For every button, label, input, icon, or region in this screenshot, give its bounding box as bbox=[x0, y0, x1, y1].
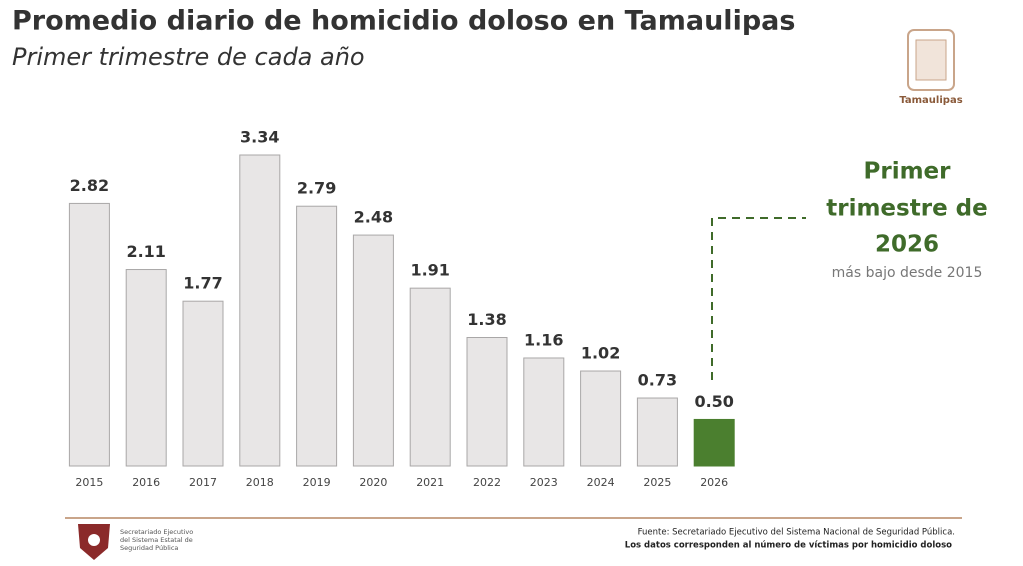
footer-note: Los datos corresponden al número de víct… bbox=[625, 541, 952, 551]
annotation-note: más bajo desde 2015 bbox=[832, 265, 983, 281]
x-tick-label: 2021 bbox=[416, 476, 444, 489]
x-tick-label: 2024 bbox=[587, 476, 615, 489]
chart-subtitle: Primer trimestre de cada año bbox=[12, 43, 365, 71]
logo-label: Tamaulipas bbox=[899, 95, 962, 106]
value-label: 1.91 bbox=[410, 261, 449, 280]
bar bbox=[409, 287, 451, 467]
annotation-connector bbox=[711, 217, 806, 380]
bar bbox=[636, 397, 678, 467]
bar bbox=[693, 418, 735, 467]
x-tick-label: 2022 bbox=[473, 476, 501, 489]
annotation-line: 2026 bbox=[875, 232, 939, 258]
value-label: 2.48 bbox=[354, 208, 393, 227]
footer-org: Secretariado Ejecutivo bbox=[120, 528, 193, 536]
org-emblem bbox=[88, 534, 100, 546]
annotation-line: Primer bbox=[864, 159, 952, 185]
value-label: 1.38 bbox=[467, 310, 506, 329]
x-tick-label: 2018 bbox=[246, 476, 274, 489]
org-logo bbox=[78, 524, 110, 560]
logo-inner bbox=[915, 39, 947, 81]
bar bbox=[466, 337, 508, 467]
x-tick-label: 2017 bbox=[189, 476, 217, 489]
bar bbox=[580, 370, 622, 467]
x-tick-label: 2025 bbox=[643, 476, 671, 489]
bar bbox=[523, 357, 565, 467]
x-tick-label: 2026 bbox=[700, 476, 728, 489]
value-label: 1.77 bbox=[183, 274, 222, 293]
bar bbox=[125, 269, 167, 467]
annotation-line: trimestre de bbox=[826, 196, 987, 222]
value-label: 0.50 bbox=[694, 392, 733, 411]
bar bbox=[296, 205, 338, 467]
value-label: 3.34 bbox=[240, 128, 279, 147]
value-label: 2.79 bbox=[297, 179, 336, 198]
value-label: 2.82 bbox=[70, 176, 109, 195]
x-tick-label: 2023 bbox=[530, 476, 558, 489]
footer-org: del Sistema Estatal de bbox=[120, 536, 193, 544]
logo-shield bbox=[907, 29, 955, 91]
x-tick-label: 2019 bbox=[303, 476, 331, 489]
bar bbox=[239, 154, 281, 467]
state-logo: Tamaulipas bbox=[899, 29, 963, 106]
x-tick-label: 2015 bbox=[75, 476, 103, 489]
bar bbox=[182, 300, 224, 467]
value-label: 1.16 bbox=[524, 330, 563, 349]
value-label: 2.11 bbox=[126, 242, 165, 261]
x-tick-label: 2016 bbox=[132, 476, 160, 489]
bar bbox=[68, 202, 110, 467]
bar bbox=[352, 234, 394, 467]
x-tick-label: 2020 bbox=[359, 476, 387, 489]
chart-title: Promedio diario de homicidio doloso en T… bbox=[12, 6, 795, 37]
footer-org: Seguridad Pública bbox=[120, 544, 178, 552]
value-label: 1.02 bbox=[581, 344, 620, 363]
value-label: 0.73 bbox=[638, 371, 677, 390]
footer-source: Fuente: Secretariado Ejecutivo del Siste… bbox=[638, 528, 955, 538]
